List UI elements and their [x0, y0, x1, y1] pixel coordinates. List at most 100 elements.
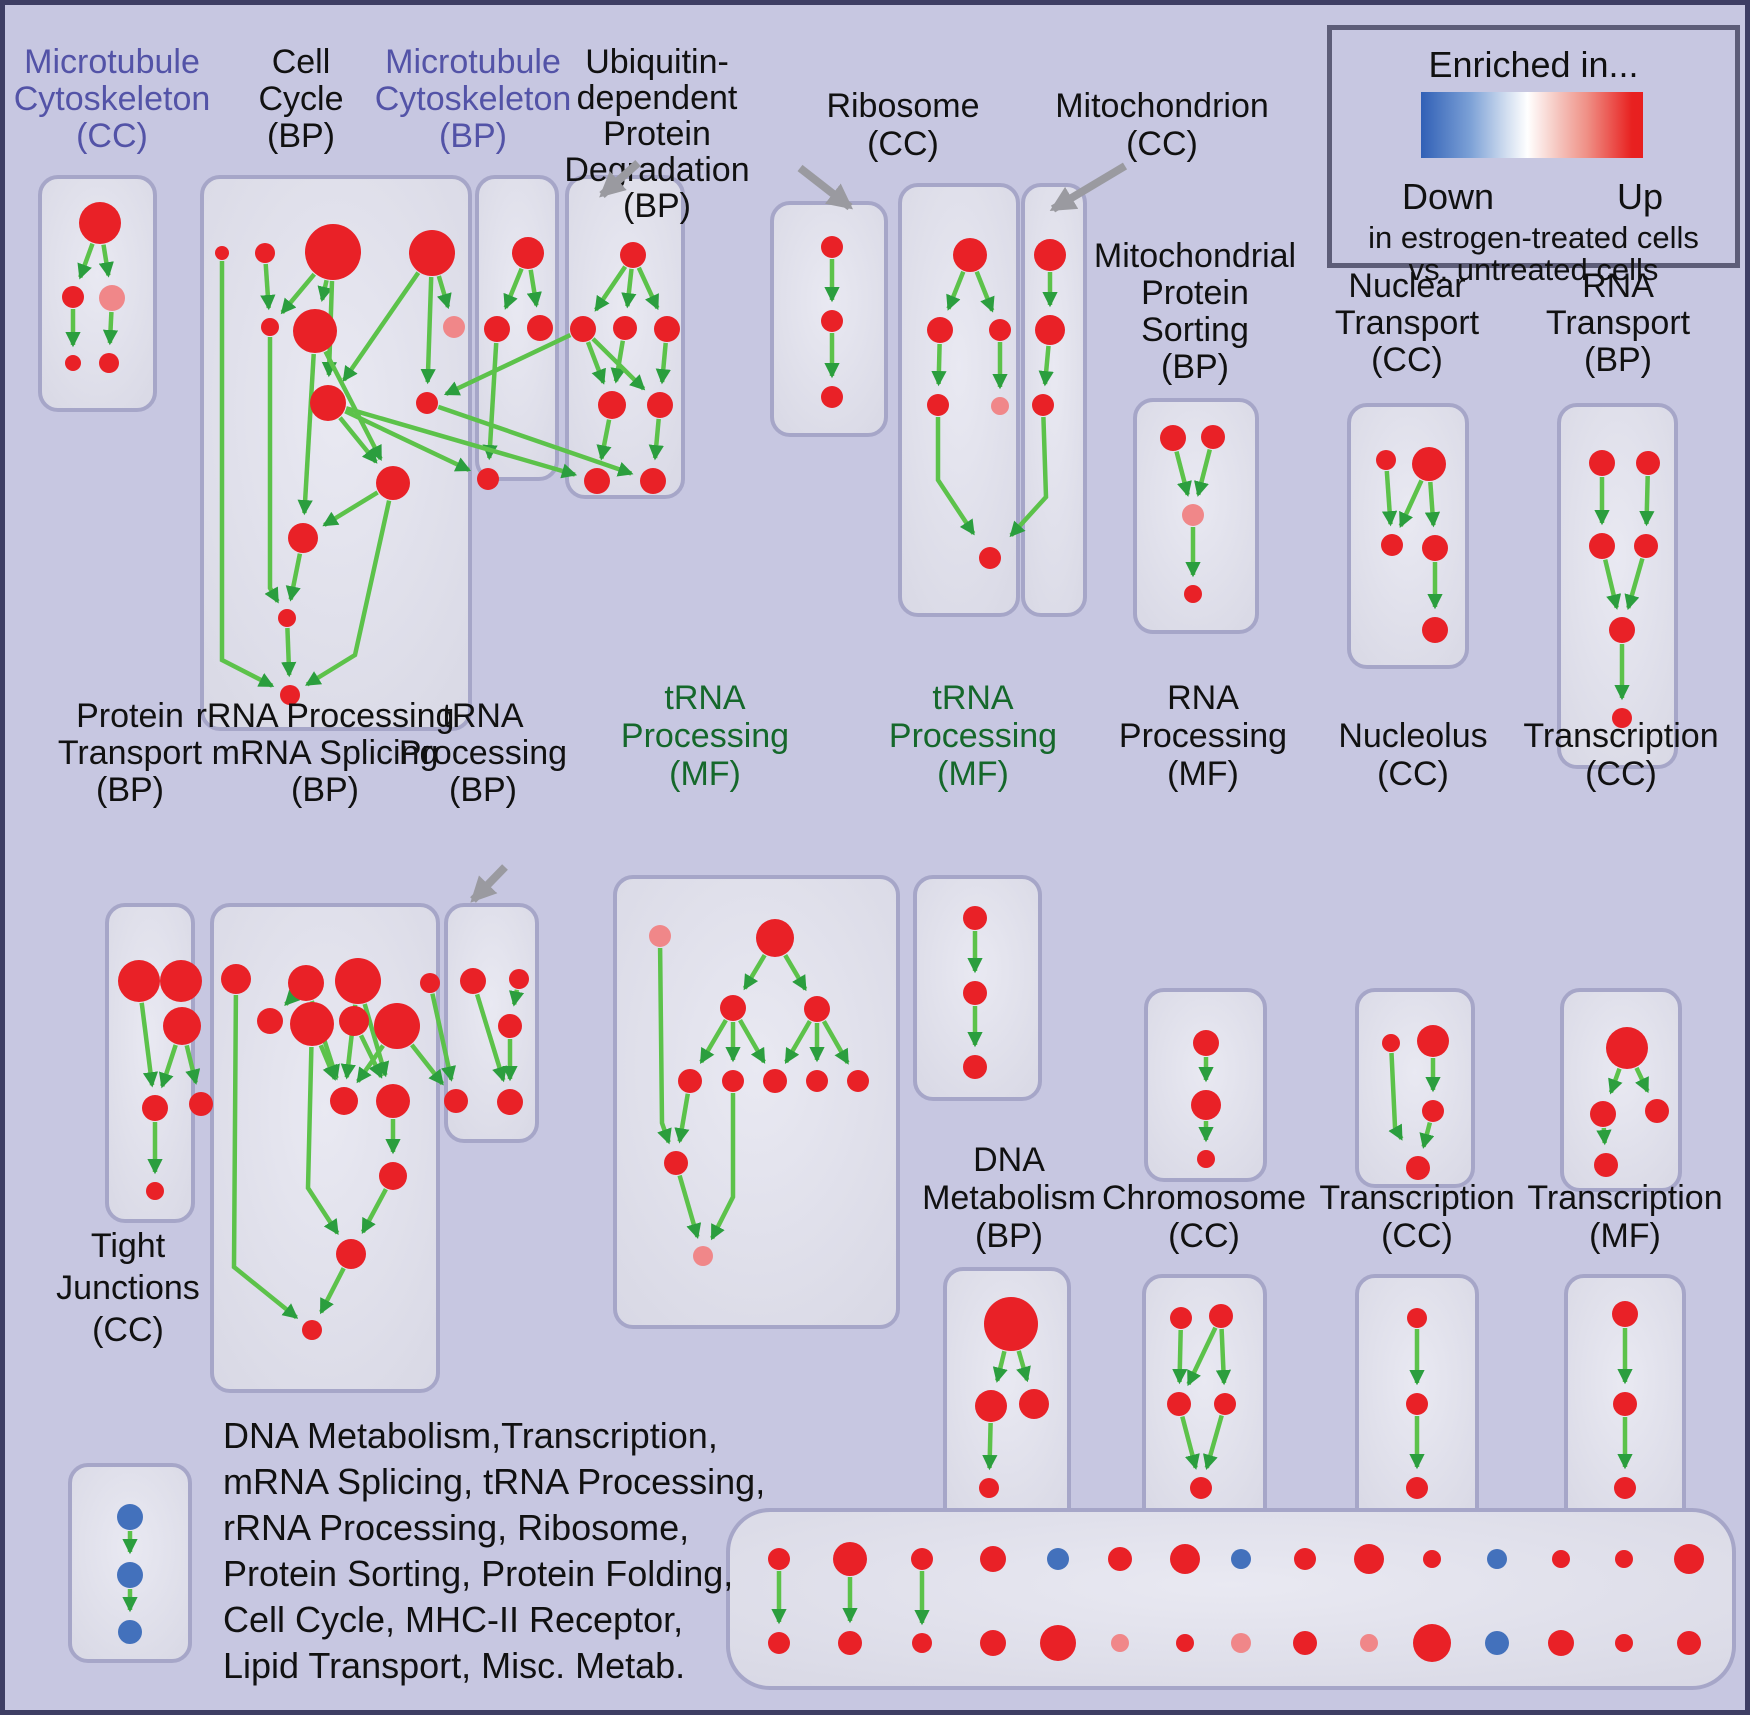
- edge: [219, 261, 275, 688]
- cluster-label-nuc_tr: (CC): [1371, 341, 1443, 379]
- edge: [982, 1422, 998, 1471]
- edge: [636, 266, 660, 311]
- edge: [1203, 1414, 1224, 1471]
- node-ub1-r3r: [647, 392, 673, 418]
- annotation-arrows: [470, 160, 1128, 903]
- edge: [1608, 1067, 1623, 1095]
- edge: [621, 268, 637, 309]
- node-misc-top-4: [980, 1546, 1006, 1572]
- edge: [503, 267, 524, 310]
- node-mito-n3: [1032, 394, 1054, 416]
- edge: [77, 242, 95, 280]
- node-cell_cycle-b: [255, 243, 275, 263]
- edge: [158, 1044, 178, 1089]
- node-tight_j-n1: [117, 1504, 143, 1530]
- edge: [345, 406, 578, 479]
- cluster-label-cell_cycle: (BP): [267, 117, 335, 155]
- cluster-label-tight_j: Tight: [91, 1227, 166, 1265]
- node-chromosome-tl: [1170, 1307, 1192, 1329]
- node-nuc_tr-tl: [1376, 450, 1396, 470]
- edge: [338, 416, 378, 464]
- edge: [284, 989, 301, 1006]
- node-rrna-M3: [339, 1006, 369, 1036]
- node-rna_tr-tr: [1636, 451, 1660, 475]
- node-cell_cycle-e: [261, 318, 279, 336]
- edge: [430, 993, 456, 1082]
- edge: [591, 337, 646, 391]
- cluster-label-nucleolus: (CC): [1377, 755, 1449, 793]
- cluster-box-mt_cc: [38, 175, 157, 412]
- edge: [1016, 1350, 1031, 1383]
- node-misc-top-10: [1354, 1544, 1384, 1574]
- cluster-label-trna_mf: Processing: [621, 717, 789, 755]
- node-tr_cc2-b: [1594, 1153, 1618, 1177]
- node-rrna-P1: [330, 1087, 358, 1115]
- edge: [443, 332, 572, 397]
- edge: [184, 1044, 201, 1085]
- edge: [344, 409, 472, 473]
- cluster-label-nuc_tr: Transport: [1335, 304, 1480, 342]
- cluster-label-mt_bp: (BP): [439, 117, 507, 155]
- edge: [1388, 1052, 1404, 1141]
- edge: [474, 993, 507, 1083]
- cluster-label-chromosome: Chromosome: [1102, 1179, 1306, 1217]
- cluster-label-rna_mf: Processing: [1119, 717, 1287, 755]
- node-trna_mf-b3: [763, 1069, 787, 1093]
- node-misc-top-11: [1423, 1550, 1441, 1568]
- edge: [710, 1093, 736, 1241]
- edge: [1419, 1122, 1435, 1149]
- node-misc-bottom-4: [980, 1630, 1006, 1656]
- node-rrna-P2: [376, 1084, 410, 1118]
- node-ub1-t: [620, 242, 646, 268]
- node-mt_cc-bl: [65, 355, 81, 371]
- node-ub1-r3l: [598, 391, 626, 419]
- node-misc-top-13: [1552, 1550, 1570, 1568]
- node-misc-bottom-9: [1293, 1631, 1317, 1655]
- edge: [821, 1020, 850, 1065]
- cluster-label-ub1: (BP): [623, 187, 691, 225]
- cluster-label-rrna: mRNA Splicing: [212, 734, 439, 772]
- cluster-label-tr_cc2: Transcription: [1523, 717, 1718, 755]
- edge: [285, 553, 303, 602]
- node-nucleolus-tr: [1417, 1025, 1449, 1057]
- node-ribosome-t: [953, 238, 987, 272]
- edge: [585, 341, 606, 385]
- cluster-label-rna_tr: (BP): [1584, 341, 1652, 379]
- cluster-label-ribosome: Ribosome: [826, 87, 979, 125]
- node-prot_tr-E: [189, 1092, 213, 1116]
- edge: [297, 353, 316, 516]
- node-tight_j-n2: [117, 1562, 143, 1588]
- edge: [1038, 345, 1054, 387]
- node-tr_mf-n2: [1613, 1392, 1637, 1416]
- legend-caption-line1: in estrogen-treated cells: [1368, 220, 1699, 255]
- node-nuc_tr-ml: [1381, 534, 1403, 556]
- node-ribosome-r2r: [989, 319, 1011, 341]
- edge: [231, 994, 299, 1320]
- cluster-label-dna_met: (BP): [975, 1217, 1043, 1255]
- cluster-label-rrna: rRNA Processing: [196, 697, 455, 735]
- edge: [358, 1034, 384, 1079]
- edge: [1194, 449, 1212, 497]
- edge: [410, 1043, 445, 1086]
- node-ub2-n3: [821, 386, 843, 408]
- node-ribosome-r2l: [927, 317, 953, 343]
- cluster-label-ub1: Degradation: [564, 151, 749, 189]
- node-misc-bottom-2: [838, 1631, 862, 1655]
- node-nucleolus-b: [1406, 1156, 1430, 1180]
- node-ub1-br: [640, 468, 666, 494]
- legend-down-label: Down: [1402, 176, 1495, 217]
- node-tbp-tl: [460, 968, 486, 994]
- cluster-label-prot_tr: Protein: [76, 697, 184, 735]
- node-ub1-r2l: [570, 316, 596, 342]
- node-mps-tr: [1201, 425, 1225, 449]
- node-misc-bottom-12: [1485, 1631, 1509, 1655]
- edge: [1398, 479, 1424, 528]
- edge: [323, 350, 383, 462]
- cluster-label-mps: Protein: [1141, 274, 1249, 312]
- edge: [742, 953, 767, 991]
- nodes: [62, 202, 1704, 1662]
- node-misc-bottom-3: [912, 1633, 932, 1653]
- edge: [1634, 1066, 1650, 1094]
- node-nuc_tr-b: [1422, 617, 1448, 643]
